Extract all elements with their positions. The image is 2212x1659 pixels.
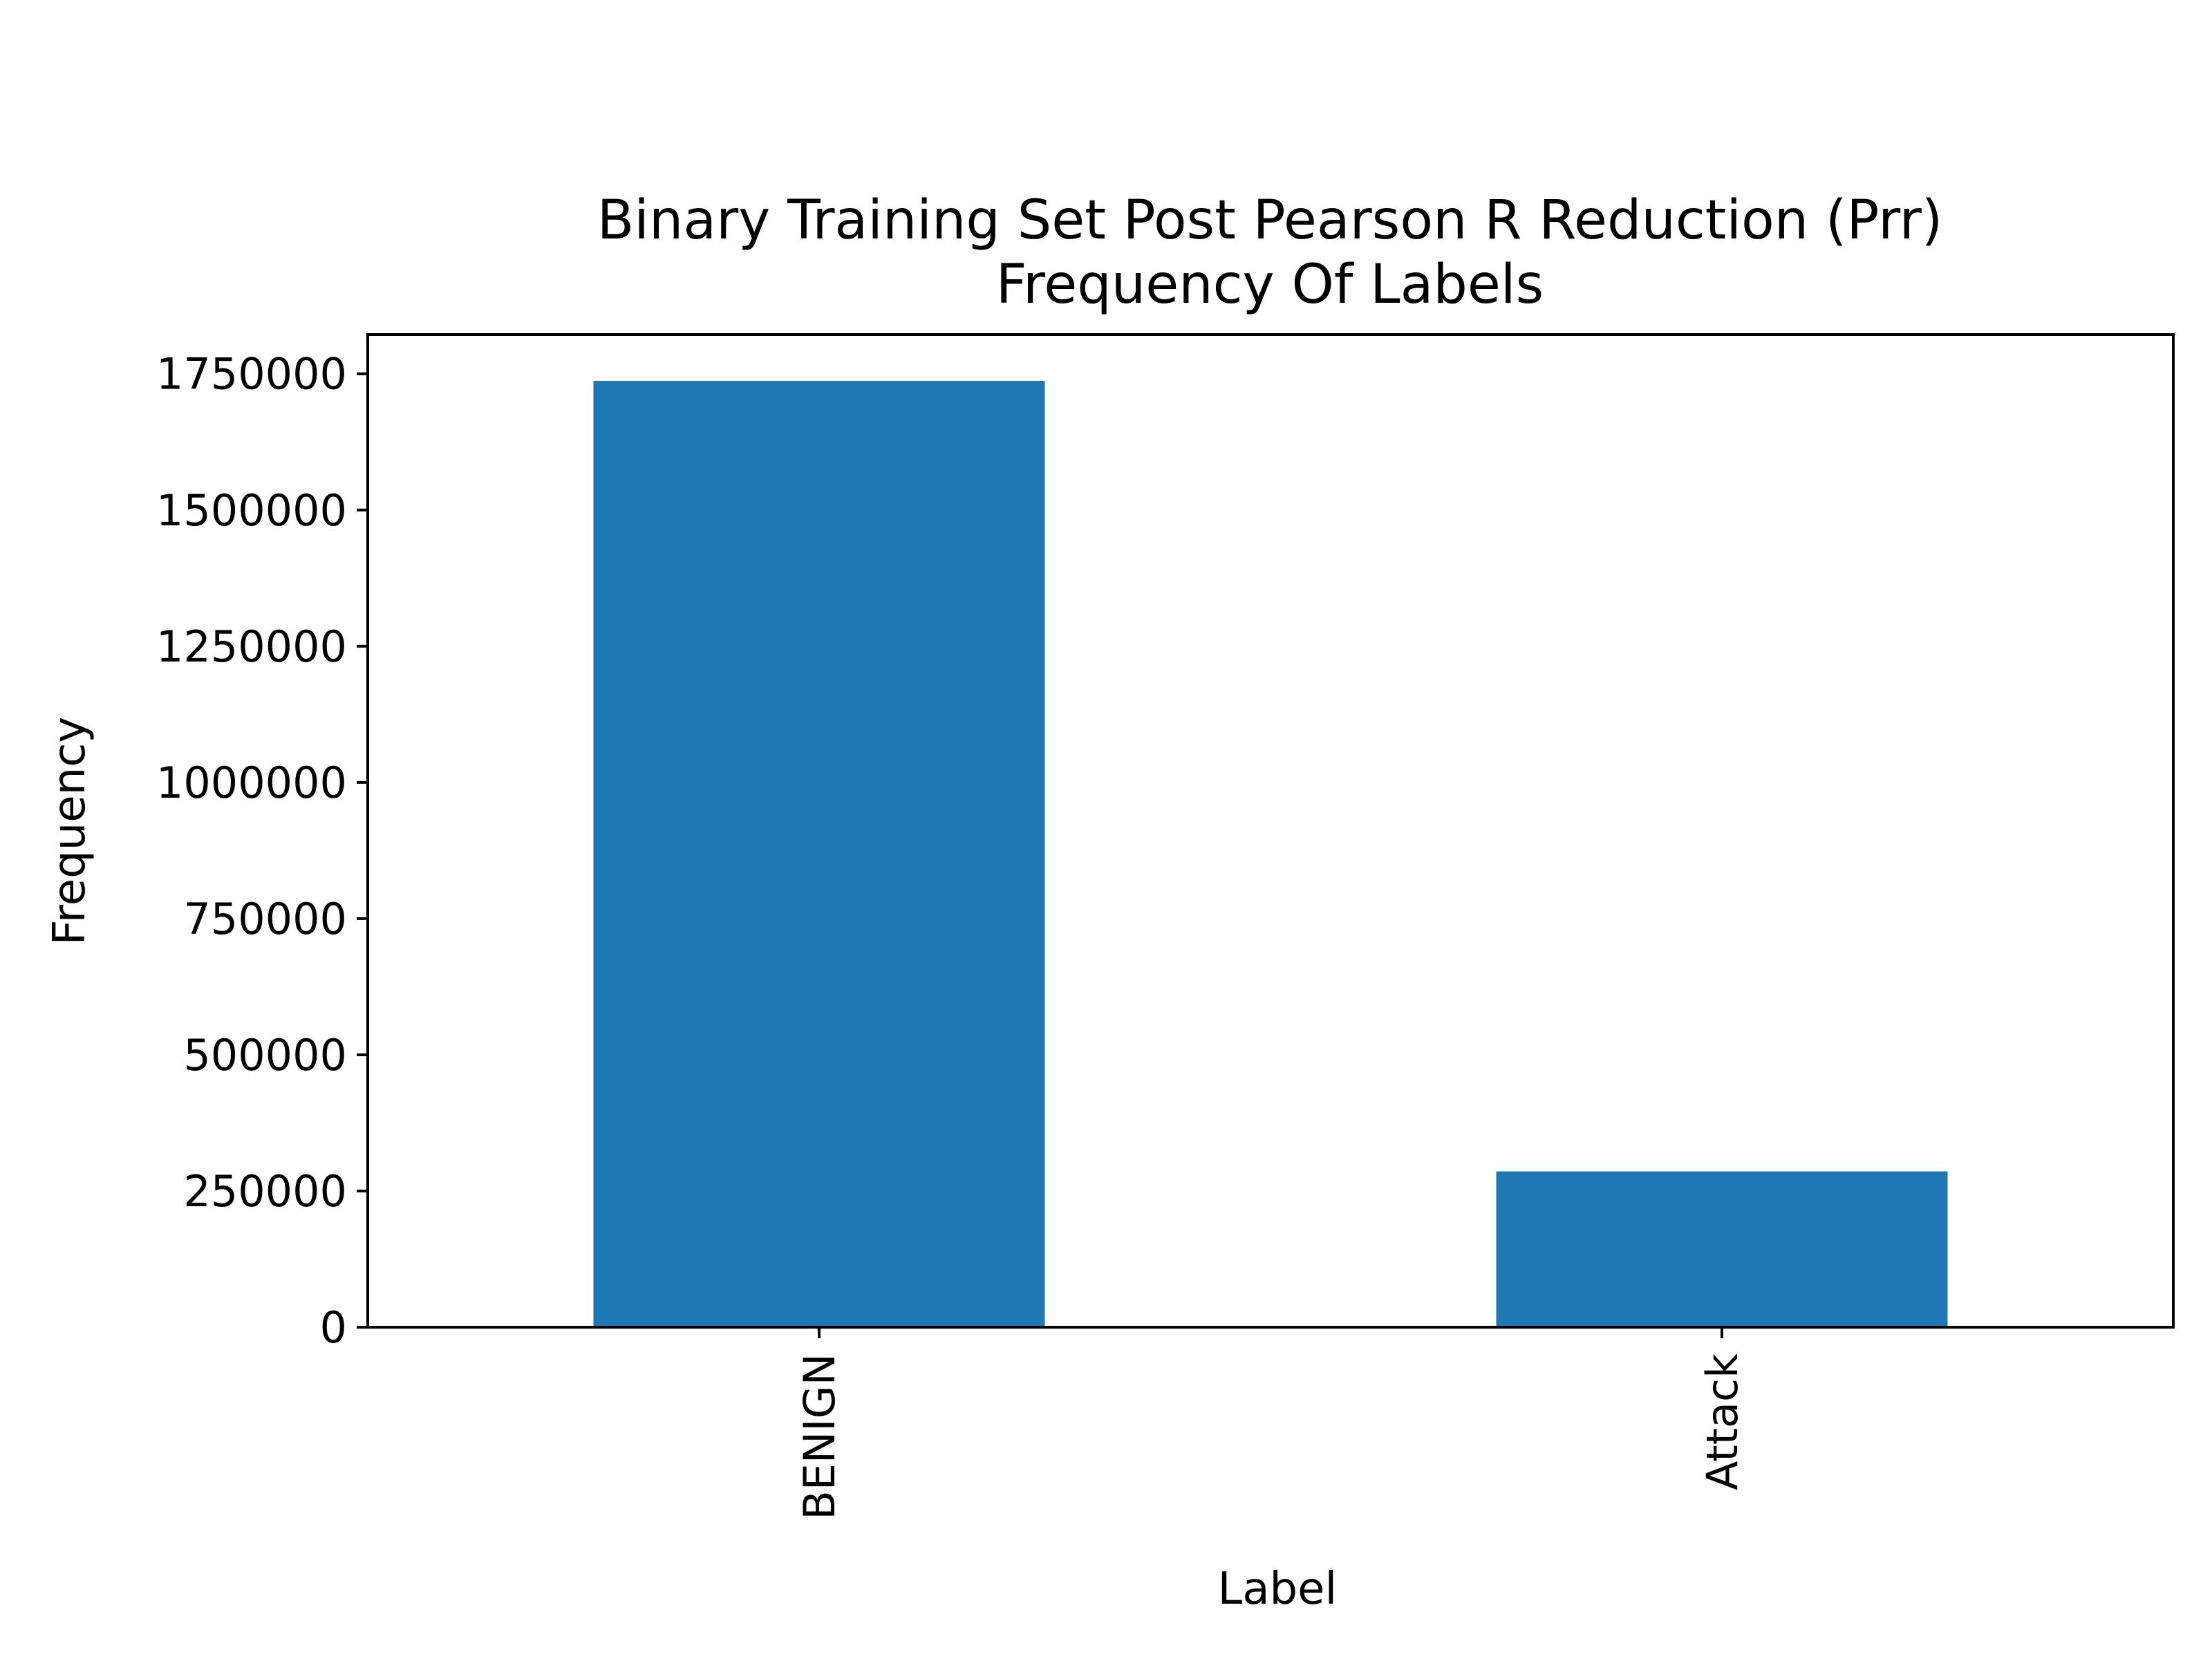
y-tick-label: 1250000: [156, 621, 347, 672]
bar-benign: [593, 380, 1045, 1327]
y-axis: 0 250000 500000 750000 1000000 1250000 1500000…: [156, 349, 368, 1353]
plot-area: [593, 380, 1948, 1327]
y-tick-label: 250000: [183, 1166, 347, 1217]
y-tick-label: 0: [320, 1302, 347, 1353]
y-tick-label: 500000: [183, 1030, 347, 1080]
y-tick-label: 750000: [183, 894, 347, 944]
bar-attack: [1496, 1171, 1948, 1327]
y-tick-label: 1750000: [156, 349, 347, 400]
x-axis-label: Label: [1218, 1564, 1338, 1615]
chart-title-line-2: Frequency Of Labels: [996, 254, 1544, 316]
axes-frame: [366, 333, 2175, 1329]
x-axis: BENIGN Attack: [794, 1327, 1747, 1520]
chart-title-line-1: Binary Training Set Post Pearson R Reduc…: [597, 189, 1943, 252]
y-tick-label: 1500000: [156, 485, 347, 536]
y-tick-label: 1000000: [156, 758, 347, 808]
x-tick-label: BENIGN: [794, 1353, 845, 1520]
x-tick-label: Attack: [1697, 1353, 1747, 1490]
y-axis-label: Frequency: [44, 717, 95, 946]
